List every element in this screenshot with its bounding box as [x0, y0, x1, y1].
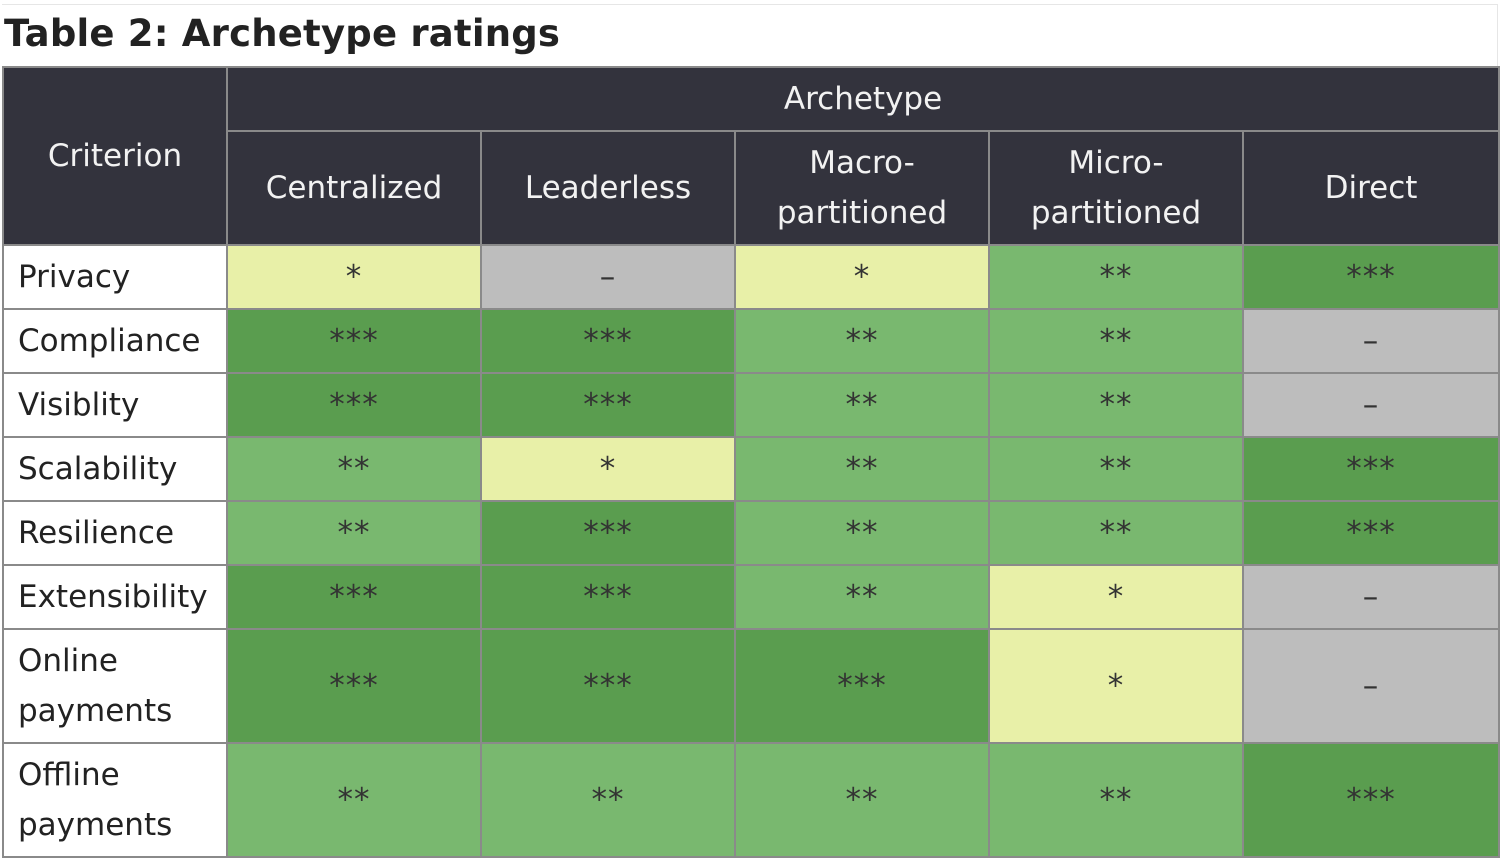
rating-cell: *** — [226, 372, 482, 438]
criterion-line: Compliance — [18, 323, 201, 359]
rating-cell: ** — [988, 244, 1244, 310]
rating-cell: ** — [734, 564, 990, 630]
rating-cell: *** — [480, 628, 736, 744]
table-body: Privacy * – * ** *** Compliance *** *** ** ** – Visi… — [2, 244, 1501, 858]
rating-cell: – — [1241, 372, 1501, 438]
rating-cell: ** — [226, 500, 482, 566]
rating-cell: *** — [480, 564, 736, 630]
rating-cell: ** — [734, 308, 990, 374]
rating-cell: *** — [480, 372, 736, 438]
criterion-cell: Resilience — [2, 500, 228, 566]
rating-cell: *** — [1241, 742, 1501, 858]
rating-cell: ** — [734, 500, 990, 566]
rating-cell: – — [1241, 308, 1501, 374]
criterion-line: Resilience — [18, 515, 175, 551]
table-row: Visiblity *** *** ** ** – — [2, 372, 1501, 438]
rating-cell: ** — [734, 742, 990, 858]
rating-cell: ** — [226, 436, 482, 502]
column-header: Centralized — [226, 130, 482, 246]
column-header-line: partitioned — [1030, 195, 1202, 231]
table-row: Offline payments ** ** ** ** *** — [2, 742, 1501, 858]
ratings-table: Criterion Archetype Centralized Leaderles… — [2, 66, 1501, 858]
criterion-line: payments — [18, 807, 173, 843]
rating-cell: ** — [988, 308, 1244, 374]
table-title: Table 2: Archetype ratings — [4, 12, 561, 55]
rating-cell: *** — [1241, 500, 1501, 566]
criterion-line: Offline — [18, 757, 120, 793]
column-header-line: partitioned — [776, 195, 948, 231]
table-row: Extensibility *** *** ** * – — [2, 564, 1501, 630]
criterion-line: Online — [18, 643, 118, 679]
criterion-line: Extensibility — [18, 579, 208, 615]
column-header-line: Leaderless — [524, 170, 692, 206]
criterion-cell: Compliance — [2, 308, 228, 374]
table-row: Resilience ** *** ** ** *** — [2, 500, 1501, 566]
rating-cell: ** — [480, 742, 736, 858]
rating-cell: * — [988, 628, 1244, 744]
rating-cell: ** — [734, 372, 990, 438]
rating-cell: *** — [1241, 244, 1501, 310]
rating-cell: ** — [226, 742, 482, 858]
rating-cell: *** — [480, 308, 736, 374]
rating-cell: *** — [734, 628, 990, 744]
criterion-cell: Visiblity — [2, 372, 228, 438]
column-header: Direct — [1241, 130, 1501, 246]
criterion-line: Privacy — [18, 259, 131, 295]
criterion-cell: Online payments — [2, 628, 228, 744]
table-row: Online payments *** *** *** * – — [2, 628, 1501, 744]
criterion-header: Criterion — [2, 66, 228, 246]
rating-cell: * — [734, 244, 990, 310]
criterion-cell: Offline payments — [2, 742, 228, 858]
rating-cell: ** — [988, 500, 1244, 566]
criterion-line: Visiblity — [18, 387, 140, 423]
archetype-group-header: Archetype — [225, 66, 1501, 132]
column-header: Micro-partitioned — [988, 130, 1244, 246]
table-row: Scalability ** * ** ** *** — [2, 436, 1501, 502]
rating-cell: *** — [226, 628, 482, 744]
table-row: Compliance *** *** ** ** – — [2, 308, 1501, 374]
criterion-cell: Scalability — [2, 436, 228, 502]
criterion-cell: Extensibility — [2, 564, 228, 630]
column-header-line: Micro- — [1068, 145, 1164, 181]
rating-cell: * — [988, 564, 1244, 630]
rating-cell: *** — [226, 308, 482, 374]
table-row: Privacy * – * ** *** — [2, 244, 1501, 310]
criterion-cell: Privacy — [2, 244, 228, 310]
column-header-line: Direct — [1324, 170, 1418, 206]
column-header: Macro-partitioned — [734, 130, 990, 246]
rating-cell: ** — [988, 742, 1244, 858]
rating-cell: ** — [988, 436, 1244, 502]
rating-cell: * — [480, 436, 736, 502]
rating-cell: *** — [480, 500, 736, 566]
table-header: Criterion Archetype Centralized Leaderles… — [2, 66, 1501, 246]
rating-cell: – — [1241, 628, 1501, 744]
rating-cell: ** — [734, 436, 990, 502]
rating-cell: – — [1241, 564, 1501, 630]
rating-cell: – — [480, 244, 736, 310]
criterion-line: payments — [18, 693, 173, 729]
rating-cell: ** — [988, 372, 1244, 438]
rating-cell: *** — [1241, 436, 1501, 502]
rating-cell: *** — [226, 564, 482, 630]
column-header-line: Centralized — [265, 170, 443, 206]
title-frame — [2, 4, 1498, 66]
column-header-line: Macro- — [809, 145, 915, 181]
rating-cell: * — [226, 244, 482, 310]
column-header: Leaderless — [480, 130, 736, 246]
criterion-line: Scalability — [18, 451, 178, 487]
